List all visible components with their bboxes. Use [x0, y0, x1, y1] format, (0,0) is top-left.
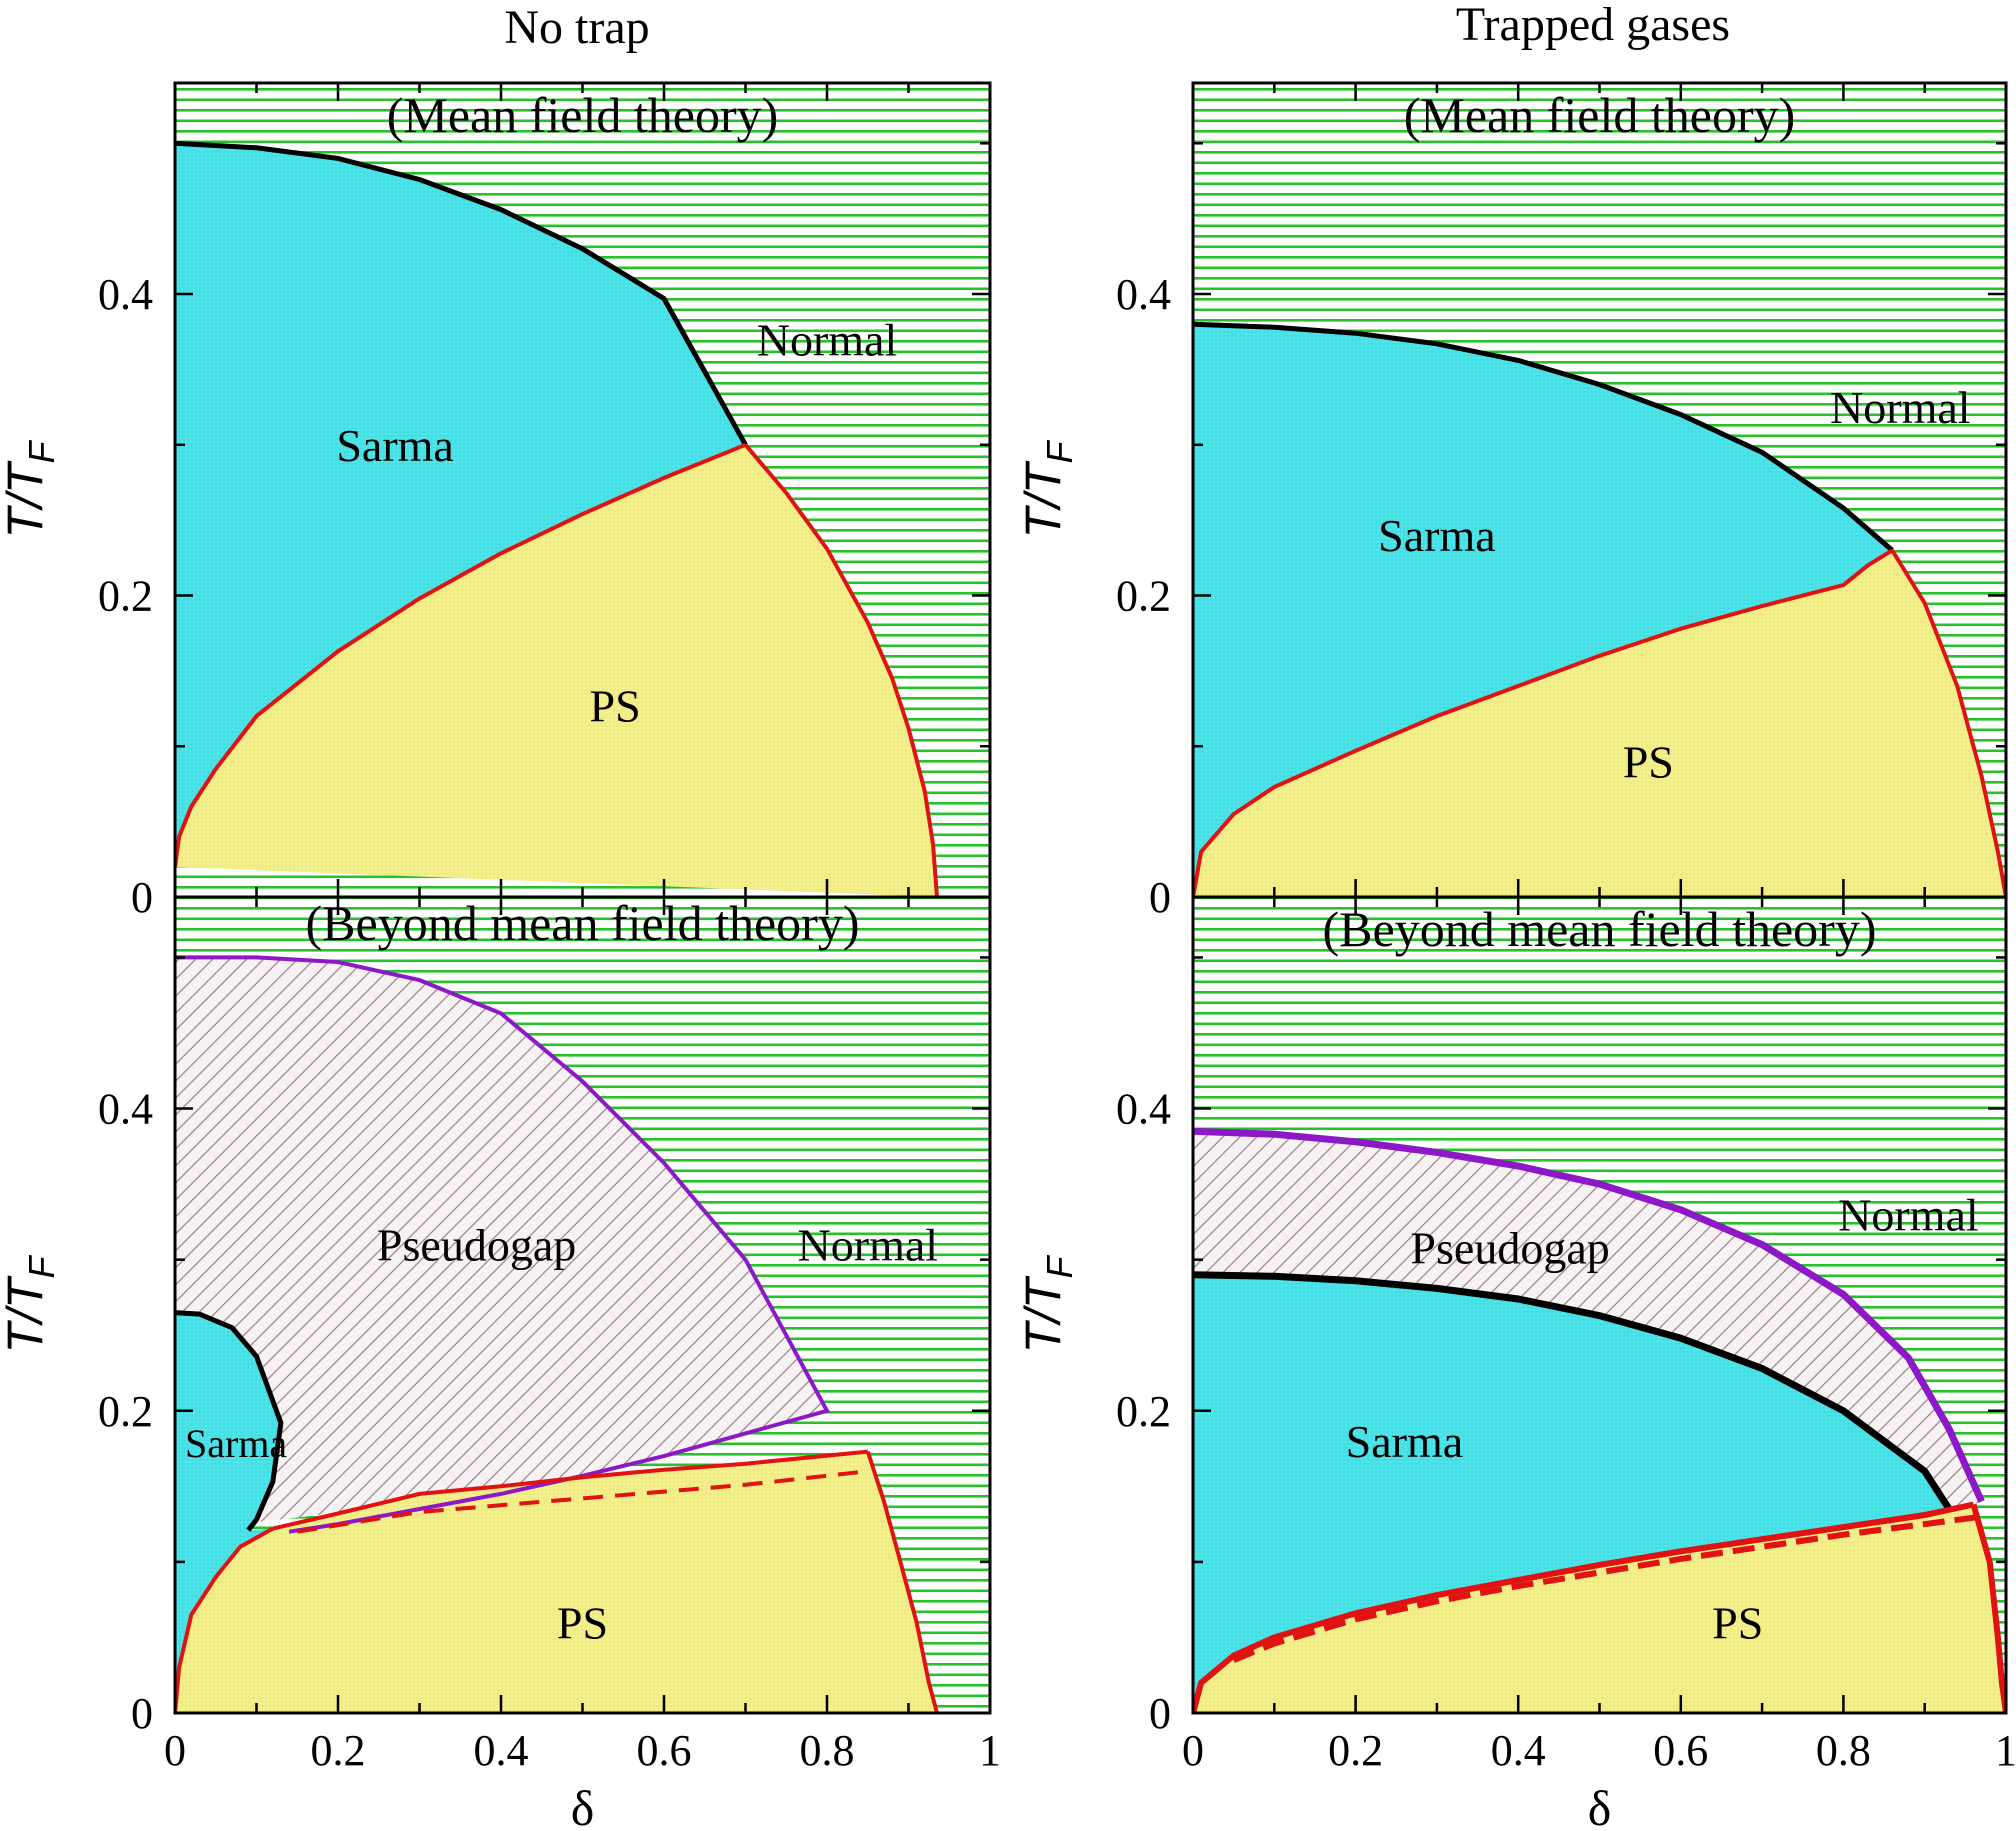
x-tick-label-0.8: 0.8	[800, 1726, 855, 1775]
region-label-sarma: Sarma	[185, 1421, 287, 1466]
sarma-region	[1193, 324, 1893, 897]
x-axis-label: δ	[571, 1780, 595, 1831]
sarma-region	[175, 1312, 281, 1713]
y-tick-label-0.2: 0.2	[1116, 572, 1171, 621]
panel-title: (Beyond mean field theory)	[306, 895, 860, 951]
y-axis-label-main: T/T	[1015, 1275, 1071, 1353]
region-label-ps: PS	[557, 1597, 608, 1648]
x-tick-label-0.4: 0.4	[474, 1726, 529, 1775]
y-tick-label-0: 0	[1149, 873, 1171, 922]
region-label-normal: Normal	[798, 1220, 939, 1271]
y-tick-label-0: 0	[131, 873, 153, 922]
region-label-normal: Normal	[757, 314, 898, 365]
pseudogap-region	[1193, 1131, 1982, 1509]
y-tick-label-0.4: 0.4	[98, 270, 153, 319]
y-axis-label-subscript: F	[1039, 1255, 1080, 1279]
sarma-normal-boundary-line	[1193, 321, 1894, 553]
sarma-boundary-line	[1193, 1271, 1953, 1511]
ps-upper-boundary-line	[272, 1449, 868, 1531]
sarma-normal-boundary-line	[175, 140, 748, 447]
x-tick-label-0.2: 0.2	[1328, 1726, 1383, 1775]
y-axis-label-subscript: F	[21, 1255, 62, 1279]
tick-marks	[1191, 897, 2008, 1715]
region-label-sarma: Sarma	[336, 420, 454, 471]
panel-trapped-mean-field: (Mean field theory) Normal Sarma PS 0 0.…	[1015, 81, 2008, 922]
y-axis-label-main: T/T	[0, 1275, 53, 1353]
region-label-sarma: Sarma	[1378, 510, 1496, 561]
x-tick-label-1: 1	[1995, 1726, 2016, 1775]
panel-title: (Mean field theory)	[1404, 87, 1796, 143]
y-tick-label-0.4: 0.4	[98, 1085, 153, 1134]
ps-region	[1193, 1504, 2006, 1713]
column-title-no-trap: No trap	[504, 1, 649, 54]
tick-marks	[173, 897, 992, 1715]
ps-right-boundary-line	[1890, 549, 2006, 897]
ps-lower-boundary-line	[1193, 548, 1894, 897]
x-tick-label-0.2: 0.2	[311, 1726, 366, 1775]
region-label-ps: PS	[1623, 736, 1674, 787]
x-tick-label-0.8: 0.8	[1816, 1726, 1871, 1775]
panel-no-trap-mean-field: (Mean field theory) Normal Sarma PS 0 0.…	[0, 81, 992, 922]
tick-marks	[1191, 83, 2008, 899]
ps-lower-boundary-line	[175, 442, 747, 868]
y-axis-label-subscript: F	[1039, 440, 1080, 464]
y-tick-label-0.4: 0.4	[1116, 270, 1171, 319]
pseudogap-region	[175, 957, 868, 1532]
y-tick-label-0.2: 0.2	[1116, 1387, 1171, 1436]
x-tick-label-0.4: 0.4	[1491, 1726, 1546, 1775]
region-label-ps: PS	[1712, 1597, 1763, 1648]
y-axis-label-main: T/T	[0, 460, 53, 538]
ps-right-boundary-line	[743, 443, 939, 897]
pseudogap-boundary-line	[175, 955, 830, 1534]
sarma-boundary-line	[175, 1310, 284, 1532]
x-axis-label: δ	[1588, 1780, 1612, 1831]
ps-region	[175, 444, 937, 897]
y-tick-label-0.2: 0.2	[98, 572, 153, 621]
sarma-region	[175, 143, 746, 897]
ps-right-boundary-line	[1970, 1503, 2006, 1713]
y-axis-label: T/TF	[1015, 440, 1080, 539]
ps-dashed-boundary-line	[296, 1469, 869, 1534]
ps-lower-boundary-line	[175, 1526, 274, 1713]
ps-lower-boundary-line	[1193, 1501, 1975, 1713]
x-tick-label-0.6: 0.6	[637, 1726, 692, 1775]
y-axis-label-subscript: F	[21, 440, 62, 464]
panel-trapped-beyond-mean-field: (Beyond mean field theory) Normal Pseudo…	[1015, 895, 2016, 1831]
region-label-pseudogap: Pseudogap	[1410, 1223, 1609, 1274]
panel-no-trap-beyond-mean-field: (Beyond mean field theory) Normal Pseudo…	[0, 895, 1001, 1831]
panel-title: (Beyond mean field theory)	[1323, 901, 1877, 957]
pseudogap-boundary-line	[1193, 1127, 1985, 1503]
x-tick-label-1: 1	[979, 1726, 1001, 1775]
panel-title: (Mean field theory)	[387, 87, 779, 143]
y-tick-label-0.2: 0.2	[98, 1387, 153, 1436]
ps-right-boundary-line	[865, 1450, 939, 1713]
y-tick-label-0: 0	[131, 1689, 153, 1738]
region-label-sarma: Sarma	[1346, 1416, 1464, 1467]
y-axis-label: T/TF	[1015, 1255, 1080, 1354]
y-tick-label-0.4: 0.4	[1116, 1085, 1171, 1134]
y-axis-label-main: T/T	[1015, 460, 1071, 538]
x-tick-label-0: 0	[1182, 1726, 1204, 1775]
region-label-normal: Normal	[1838, 1189, 1979, 1240]
y-axis-label: T/TF	[0, 440, 62, 539]
region-label-pseudogap: Pseudogap	[377, 1220, 576, 1271]
y-axis-label: T/TF	[0, 1255, 62, 1354]
ps-dashed-boundary-line	[1232, 1513, 1982, 1663]
ps-region	[175, 1451, 937, 1713]
x-tick-label-0.6: 0.6	[1653, 1726, 1708, 1775]
region-label-normal: Normal	[1830, 382, 1971, 433]
y-tick-label-0: 0	[1149, 1689, 1171, 1738]
region-label-ps: PS	[590, 681, 641, 732]
column-title-trapped-gases: Trapped gases	[1456, 0, 1730, 51]
ps-region	[1193, 550, 2006, 897]
x-tick-label-0: 0	[164, 1726, 186, 1775]
